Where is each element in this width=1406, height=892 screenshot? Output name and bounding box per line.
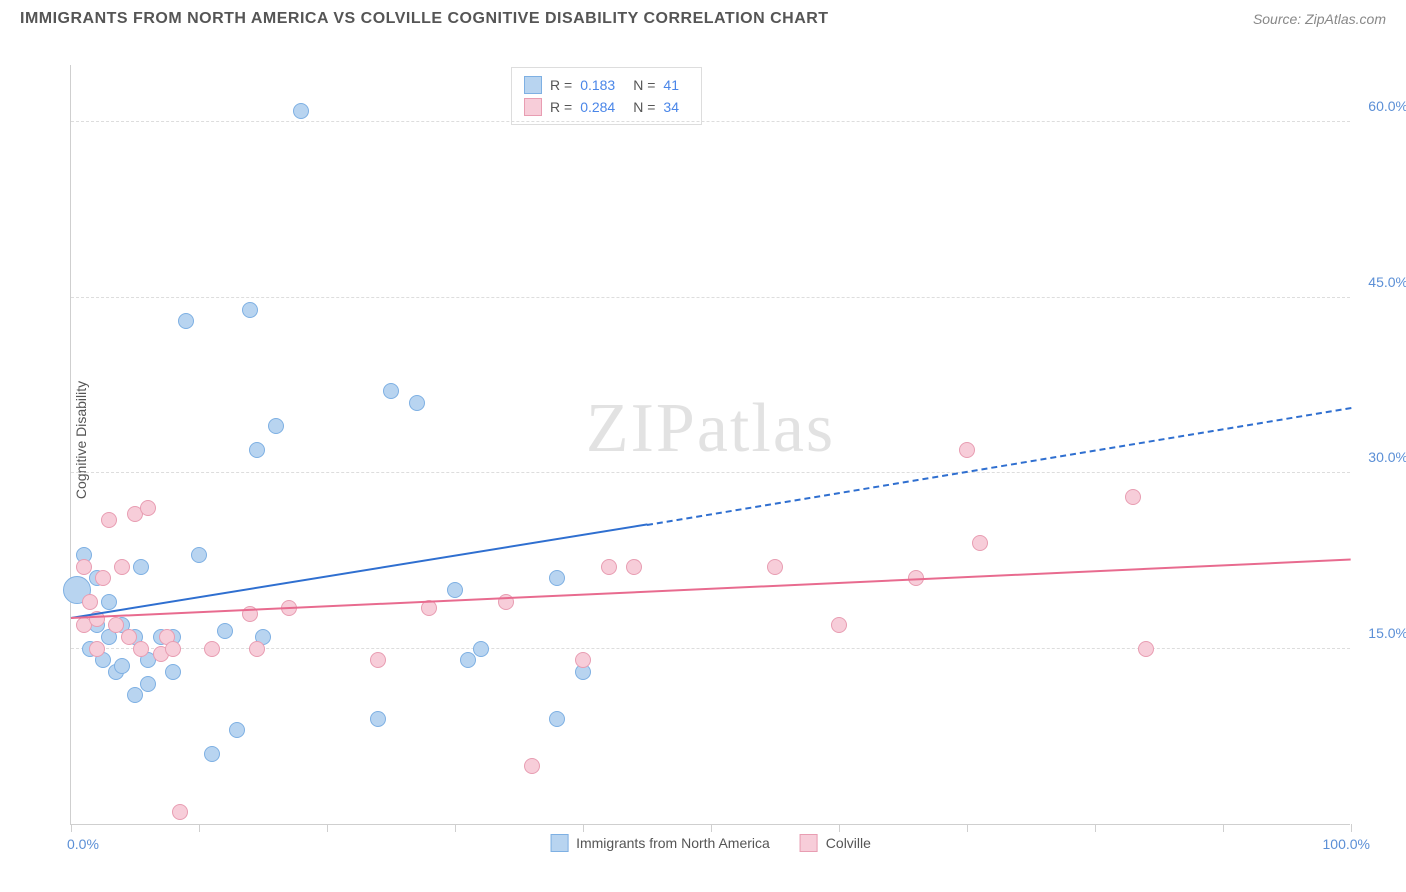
scatter-point bbox=[409, 395, 425, 411]
x-tick bbox=[1095, 824, 1096, 832]
scatter-point bbox=[133, 559, 149, 575]
scatter-point bbox=[204, 746, 220, 762]
scatter-point bbox=[133, 641, 149, 657]
scatter-point bbox=[370, 652, 386, 668]
scatter-point bbox=[108, 617, 124, 633]
legend-label: Immigrants from North America bbox=[576, 835, 770, 851]
x-tick bbox=[199, 824, 200, 832]
r-label: R = bbox=[550, 99, 572, 115]
scatter-point bbox=[165, 641, 181, 657]
chart-source: Source: ZipAtlas.com bbox=[1253, 11, 1386, 27]
gridline bbox=[71, 297, 1350, 298]
scatter-point bbox=[172, 804, 188, 820]
y-tick-label: 60.0% bbox=[1368, 98, 1406, 114]
scatter-point bbox=[76, 559, 92, 575]
legend-swatch bbox=[524, 98, 542, 116]
x-axis-max-label: 100.0% bbox=[1323, 836, 1370, 852]
scatter-point bbox=[89, 641, 105, 657]
x-tick bbox=[455, 824, 456, 832]
scatter-point bbox=[204, 641, 220, 657]
scatter-point bbox=[121, 629, 137, 645]
legend-label: Colville bbox=[826, 835, 871, 851]
scatter-point bbox=[959, 442, 975, 458]
trend-line bbox=[71, 559, 1351, 619]
gridline bbox=[71, 472, 1350, 473]
r-value: 0.183 bbox=[580, 77, 615, 93]
y-tick-label: 30.0% bbox=[1368, 449, 1406, 465]
legend-item: Colville bbox=[800, 834, 871, 852]
chart-title: IMMIGRANTS FROM NORTH AMERICA VS COLVILL… bbox=[20, 10, 829, 28]
x-tick bbox=[583, 824, 584, 832]
scatter-point bbox=[217, 623, 233, 639]
scatter-point bbox=[831, 617, 847, 633]
chart-header: IMMIGRANTS FROM NORTH AMERICA VS COLVILL… bbox=[0, 0, 1406, 28]
scatter-point bbox=[82, 594, 98, 610]
scatter-point bbox=[447, 582, 463, 598]
scatter-point bbox=[249, 442, 265, 458]
scatter-point bbox=[549, 570, 565, 586]
scatter-point bbox=[549, 711, 565, 727]
legend-swatch bbox=[524, 76, 542, 94]
scatter-point bbox=[114, 658, 130, 674]
scatter-point bbox=[191, 547, 207, 563]
scatter-point bbox=[767, 559, 783, 575]
x-tick bbox=[711, 824, 712, 832]
scatter-point bbox=[460, 652, 476, 668]
watermark: ZIPatlas bbox=[586, 389, 835, 469]
x-tick bbox=[967, 824, 968, 832]
scatter-point bbox=[101, 512, 117, 528]
trend-line bbox=[647, 407, 1351, 526]
scatter-point bbox=[383, 383, 399, 399]
chart-container: Cognitive Disability ZIPatlas R =0.183N … bbox=[50, 55, 1370, 825]
legend-stat-row: R = 0.284 N = 34 bbox=[524, 96, 689, 118]
scatter-point bbox=[268, 418, 284, 434]
scatter-point bbox=[473, 641, 489, 657]
n-label: N = bbox=[633, 77, 655, 93]
n-value: 34 bbox=[663, 99, 679, 115]
legend-swatch bbox=[800, 834, 818, 852]
scatter-point bbox=[165, 664, 181, 680]
plot-area: ZIPatlas R =0.183N =41R =0.284N =34 0.0%… bbox=[70, 65, 1350, 825]
scatter-point bbox=[293, 103, 309, 119]
x-tick bbox=[839, 824, 840, 832]
scatter-point bbox=[601, 559, 617, 575]
r-value: 0.284 bbox=[580, 99, 615, 115]
n-label: N = bbox=[633, 99, 655, 115]
scatter-point bbox=[140, 500, 156, 516]
scatter-point bbox=[95, 570, 111, 586]
y-tick-label: 45.0% bbox=[1368, 274, 1406, 290]
scatter-point bbox=[626, 559, 642, 575]
scatter-point bbox=[114, 559, 130, 575]
x-axis-min-label: 0.0% bbox=[67, 836, 99, 852]
legend-series: Immigrants from North America Colville bbox=[550, 834, 871, 852]
n-value: 41 bbox=[663, 77, 679, 93]
scatter-point bbox=[972, 535, 988, 551]
scatter-point bbox=[101, 594, 117, 610]
scatter-point bbox=[1138, 641, 1154, 657]
legend-swatch bbox=[550, 834, 568, 852]
x-tick bbox=[1223, 824, 1224, 832]
gridline bbox=[71, 121, 1350, 122]
scatter-point bbox=[524, 758, 540, 774]
y-tick-label: 15.0% bbox=[1368, 625, 1406, 641]
legend-item: Immigrants from North America bbox=[550, 834, 770, 852]
legend-stat-row: R = 0.183 N = 41 bbox=[524, 74, 689, 96]
scatter-point bbox=[178, 313, 194, 329]
scatter-point bbox=[249, 641, 265, 657]
scatter-point bbox=[575, 652, 591, 668]
x-tick bbox=[1351, 824, 1352, 832]
x-tick bbox=[71, 824, 72, 832]
scatter-point bbox=[370, 711, 386, 727]
scatter-point bbox=[229, 722, 245, 738]
scatter-point bbox=[1125, 489, 1141, 505]
scatter-point bbox=[242, 302, 258, 318]
scatter-point bbox=[140, 676, 156, 692]
x-tick bbox=[327, 824, 328, 832]
r-label: R = bbox=[550, 77, 572, 93]
legend-stats: R = 0.183 N = 41 R = 0.284 N = 34 bbox=[511, 67, 702, 125]
scatter-point bbox=[127, 687, 143, 703]
